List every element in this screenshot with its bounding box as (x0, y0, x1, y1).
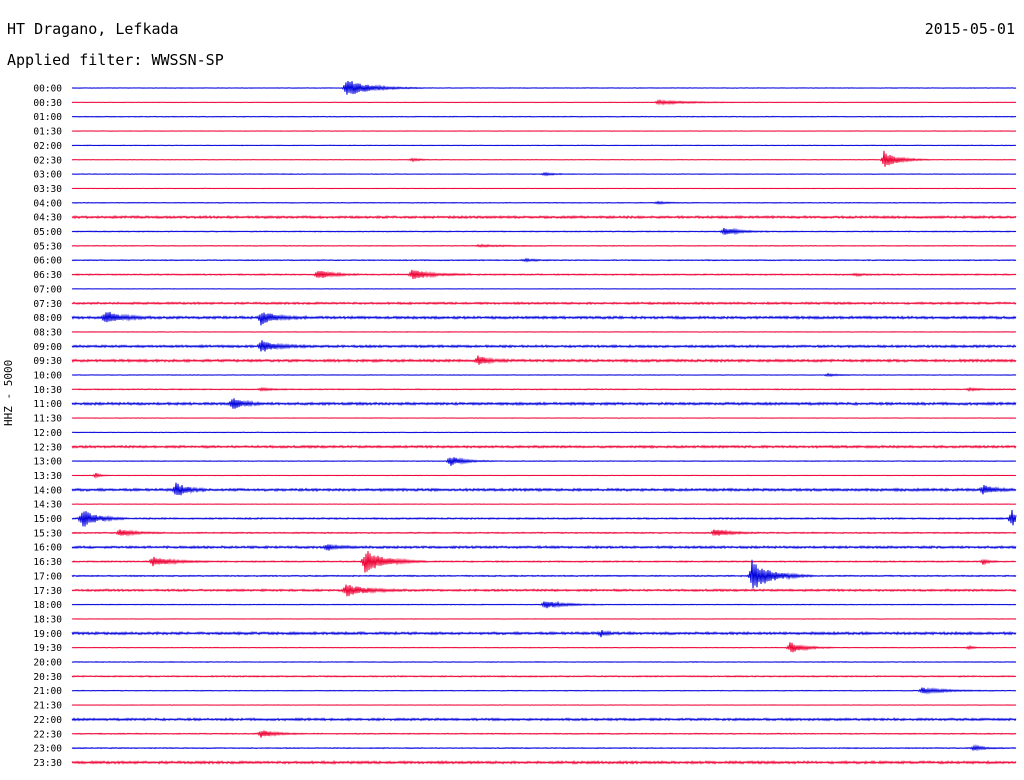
time-label-0100: 01:00 (33, 112, 62, 123)
trace-1030 (71, 386, 1017, 392)
time-label-0600: 06:00 (33, 256, 62, 267)
time-label-1630: 16:30 (33, 557, 62, 568)
time-label-0500: 05:00 (33, 227, 62, 238)
trace-0430 (71, 214, 1017, 220)
time-label-1300: 13:00 (33, 457, 62, 468)
trace-0500 (71, 227, 1017, 236)
trace-1600 (71, 543, 1017, 551)
time-label-1330: 13:30 (33, 471, 62, 482)
trace-1230 (71, 444, 1017, 449)
time-label-1500: 15:00 (33, 514, 62, 525)
time-label-0630: 06:30 (33, 270, 62, 281)
time-label-0300: 03:00 (33, 170, 62, 181)
time-label-0900: 09:00 (33, 342, 62, 353)
time-label-0700: 07:00 (33, 284, 62, 295)
trace-1800 (71, 600, 1017, 609)
trace-2300 (71, 744, 1017, 752)
trace-1530 (71, 529, 1017, 537)
time-label-0130: 01:30 (33, 127, 62, 138)
trace-0730 (71, 301, 1017, 306)
time-label-1900: 19:00 (33, 629, 62, 640)
trace-1500 (71, 509, 1017, 527)
trace-1700 (71, 559, 1017, 589)
time-label-2300: 23:00 (33, 744, 62, 755)
time-label-0400: 04:00 (33, 198, 62, 209)
record-date: 2015-05-01 (924, 20, 1015, 38)
trace-1730 (71, 584, 1017, 597)
time-label-0430: 04:30 (33, 213, 62, 224)
time-label-1230: 12:30 (33, 442, 62, 453)
time-label-1830: 18:30 (33, 614, 62, 625)
time-label-0330: 03:30 (33, 184, 62, 195)
time-label-1800: 18:00 (33, 600, 62, 611)
trace-0530 (71, 243, 1017, 248)
trace-1900 (71, 630, 1017, 638)
time-label-0930: 09:30 (33, 356, 62, 367)
trace-1630 (71, 551, 1017, 573)
time-label-2130: 21:30 (33, 701, 62, 712)
trace-1200 (71, 431, 1017, 434)
station-title: HT Dragano, Lefkada (7, 20, 179, 38)
time-label-2100: 21:00 (33, 686, 62, 697)
trace-1100 (71, 398, 1017, 409)
trace-1330 (71, 472, 1017, 479)
time-label-1200: 12:00 (33, 428, 62, 439)
trace-2030 (71, 675, 1017, 678)
trace-2000 (71, 661, 1017, 663)
time-label-1600: 16:00 (33, 543, 62, 554)
time-label-0200: 02:00 (33, 141, 62, 152)
time-label-2030: 20:30 (33, 672, 62, 683)
time-label-1730: 17:30 (33, 586, 62, 597)
trace-0630 (71, 269, 1017, 279)
trace-0100 (71, 115, 1017, 118)
time-label-1930: 19:30 (33, 643, 62, 654)
filter-label: Applied filter: WWSSN-SP (7, 51, 224, 69)
trace-0800 (71, 311, 1017, 326)
trace-0300 (71, 171, 1017, 177)
trace-2330 (71, 759, 1017, 765)
time-label-2230: 22:30 (33, 729, 62, 740)
time-label-1100: 11:00 (33, 399, 62, 410)
time-tick-labels: 00:00 00:30 01:00 01:30 02:00 02:30 03:00 03:30… (33, 84, 62, 769)
time-label-1430: 14:30 (33, 500, 62, 511)
trace-2100 (71, 687, 1017, 695)
trace-0930 (71, 355, 1017, 365)
trace-0200 (71, 144, 1017, 147)
time-label-0000: 00:00 (33, 84, 62, 95)
time-label-0730: 07:30 (33, 299, 62, 310)
time-label-1030: 10:30 (33, 385, 62, 396)
time-label-0830: 08:30 (33, 327, 62, 338)
time-label-1000: 10:00 (33, 371, 62, 382)
time-label-2200: 22:00 (33, 715, 62, 726)
trace-0030 (71, 98, 1017, 106)
trace-0900 (71, 340, 1017, 352)
time-label-2330: 23:30 (33, 758, 62, 769)
trace-0400 (71, 200, 1017, 205)
trace-0000 (71, 80, 1017, 95)
time-label-2000: 20:00 (33, 658, 62, 669)
trace-2200 (71, 717, 1017, 722)
trace-2230 (71, 730, 1017, 738)
trace-1000 (71, 372, 1017, 378)
time-label-0800: 08:00 (33, 313, 62, 324)
trace-0600 (71, 257, 1017, 263)
trace-1930 (71, 642, 1017, 653)
seismic-traces (71, 80, 1017, 765)
time-label-1700: 17:00 (33, 571, 62, 582)
time-label-0230: 02:30 (33, 155, 62, 166)
trace-0230 (71, 150, 1017, 167)
time-label-1530: 15:30 (33, 528, 62, 539)
time-label-1400: 14:00 (33, 485, 62, 496)
trace-1300 (71, 457, 1017, 466)
trace-1400 (71, 482, 1017, 496)
time-label-1130: 11:30 (33, 414, 62, 425)
time-label-0530: 05:30 (33, 241, 62, 252)
trace-0830 (71, 331, 1017, 333)
time-label-0030: 00:30 (33, 98, 62, 109)
